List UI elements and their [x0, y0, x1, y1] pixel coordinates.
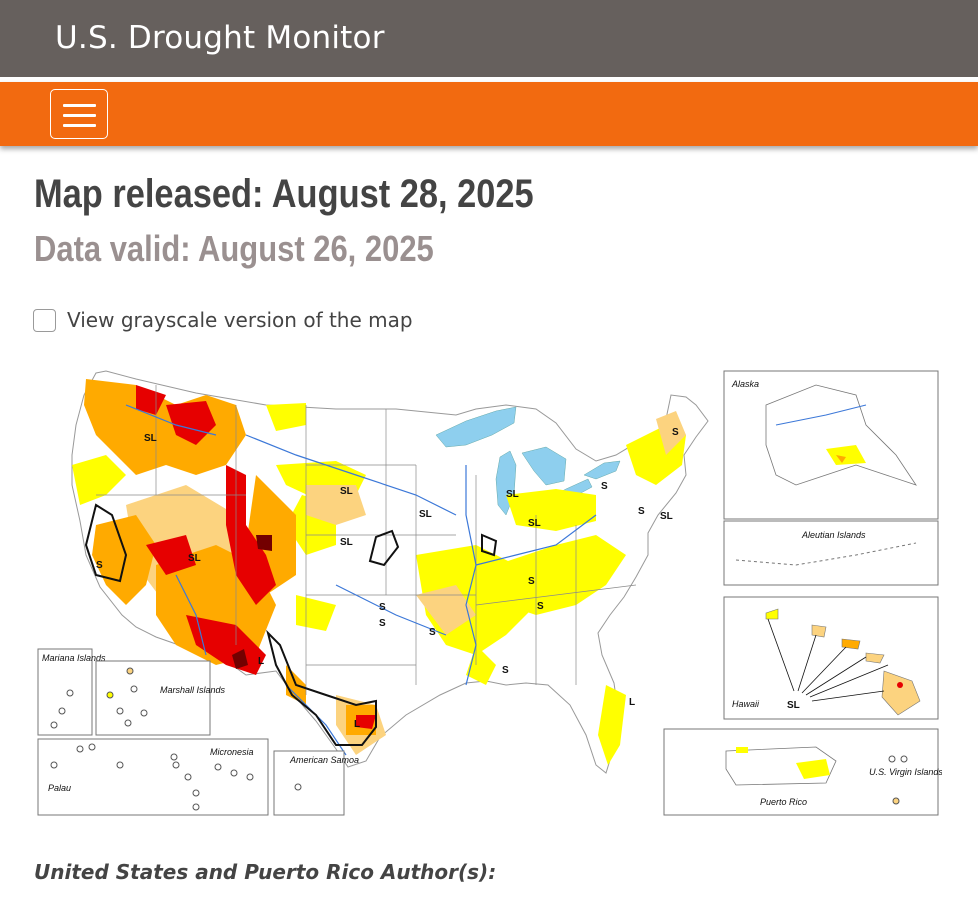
impact-label-group: SL SL SL SL SL SL SL SL S S S S S S S S … — [96, 427, 679, 730]
impact-label: S — [672, 427, 679, 438]
micronesia-label: Micronesia — [210, 747, 254, 757]
grayscale-checkbox[interactable] — [33, 308, 56, 332]
grayscale-toggle[interactable]: View grayscale version of the map — [33, 305, 413, 335]
mariana-label: Mariana Islands — [42, 653, 106, 663]
impact-label: S — [96, 560, 103, 571]
palau-label: Palau — [48, 783, 71, 793]
alaska-label: Alaska — [731, 379, 759, 389]
state-lines — [96, 385, 637, 695]
impact-label: SL — [340, 486, 353, 497]
navbar — [0, 82, 978, 146]
impact-label: SL — [506, 489, 519, 500]
impact-label: SL — [419, 509, 432, 520]
impact-label: SL — [528, 518, 541, 529]
samoa-label-text: American Samoa — [289, 755, 359, 765]
d4-areas — [232, 535, 272, 669]
puerto-rico-label: Puerto Rico — [760, 797, 807, 807]
d0-areas — [72, 403, 686, 765]
impact-label: SL — [787, 700, 800, 711]
drought-map[interactable]: SL SL SL SL SL SL SL SL S S S S S S S S … — [36, 365, 942, 817]
impact-label: SL — [188, 553, 201, 564]
marshall-label: Marshall Islands — [160, 685, 226, 695]
impact-label: L — [629, 697, 635, 708]
impact-label: S — [537, 601, 544, 612]
data-valid-heading: Data valid: August 26, 2025 — [34, 228, 434, 269]
impact-label: SL — [144, 433, 157, 444]
alaska-inset: Alaska Aleutian Islands — [723, 370, 939, 586]
impact-label: S — [601, 481, 608, 492]
d3-areas — [136, 385, 376, 729]
authors-heading: United States and Puerto Rico Author(s): — [34, 860, 497, 884]
hawaii-inset: Hawaii SL — [723, 596, 939, 720]
pacific-insets: Mariana Islands Marshall Islands Microne… — [37, 648, 359, 816]
map-released-heading: Map released: August 28, 2025 — [34, 172, 534, 216]
aleutian-label: Aleutian Islands — [801, 530, 866, 540]
lake-huron — [521, 446, 567, 486]
impact-boundaries — [84, 503, 498, 746]
menu-toggle-button[interactable] — [50, 89, 108, 139]
puerto-rico-inset: Puerto Rico U.S. Virgin Islands — [663, 728, 942, 816]
rivers — [125, 404, 597, 756]
usvi-label: U.S. Virgin Islands — [869, 767, 942, 777]
samoa-label: American Samoa — [289, 755, 359, 765]
impact-label: L — [258, 656, 264, 667]
impact-label: SL — [340, 537, 353, 548]
conus-map — [71, 370, 709, 774]
impact-label: S — [379, 602, 386, 613]
usvi-label-text: U.S. Virgin Islands — [869, 767, 942, 777]
impact-label: S — [379, 618, 386, 629]
impact-label: S — [638, 506, 645, 517]
site-header: U.S. Drought Monitor — [0, 0, 978, 77]
impact-label: S — [528, 576, 535, 587]
grayscale-label[interactable]: View grayscale version of the map — [67, 308, 413, 332]
hawaii-label: Hawaii — [732, 699, 760, 709]
impact-label: L — [354, 719, 360, 730]
lake-superior — [435, 406, 517, 448]
lake-ontario — [583, 460, 621, 480]
impact-label: SL — [660, 511, 673, 522]
impact-label: S — [429, 627, 436, 638]
impact-label: S — [502, 665, 509, 676]
site-title[interactable]: U.S. Drought Monitor — [55, 20, 385, 56]
header-divider — [0, 77, 978, 82]
